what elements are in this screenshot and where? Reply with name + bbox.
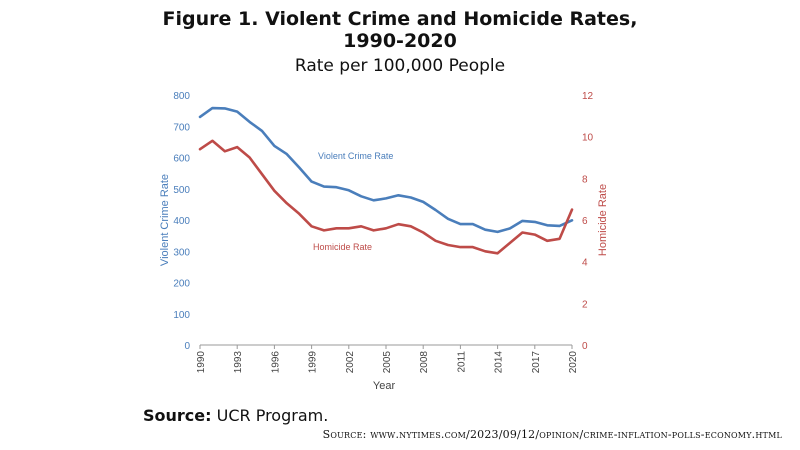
y-left-tick-label: 0 bbox=[184, 341, 190, 352]
y-left-tick-label: 500 bbox=[173, 185, 190, 196]
source-note: Source: UCR Program. bbox=[143, 406, 328, 425]
x-tick-label: 2014 bbox=[494, 351, 505, 374]
x-tick-label: 1990 bbox=[196, 351, 207, 374]
y-right-tick-label: 8 bbox=[582, 174, 588, 185]
chart-title-line-2: 1990-2020 bbox=[343, 30, 457, 52]
y-right-tick-label: 12 bbox=[582, 91, 594, 102]
y-left-tick-label: 800 bbox=[173, 91, 190, 102]
x-tick-label: 1999 bbox=[308, 351, 319, 374]
image-credit: Source: www.nytimes.com/2023/09/12/opini… bbox=[322, 428, 782, 441]
x-axis-title: Year bbox=[373, 380, 396, 392]
x-tick-label: 2005 bbox=[382, 351, 393, 374]
y-right-axis-title: Homicide Rate bbox=[597, 184, 609, 256]
y-right-tick-label: 10 bbox=[582, 133, 594, 144]
y-left-tick-label: 600 bbox=[173, 154, 190, 165]
y-left-tick-label: 100 bbox=[173, 310, 190, 321]
x-tick-label: 2020 bbox=[568, 351, 579, 374]
x-tick-label: 2008 bbox=[419, 351, 430, 374]
source-text: UCR Program. bbox=[216, 406, 329, 425]
y-left-axis-title: Violent Crime Rate bbox=[159, 174, 171, 266]
violent-crime-series-label: Violent Crime Rate bbox=[318, 151, 393, 161]
chart-title: Figure 1. Violent Crime and Homicide Rat… bbox=[0, 8, 800, 52]
chart-title-line-1: Figure 1. Violent Crime and Homicide Rat… bbox=[162, 8, 638, 30]
y-right-tick-label: 4 bbox=[582, 258, 588, 269]
source-label: Source: bbox=[143, 406, 212, 425]
x-tick-label: 2011 bbox=[456, 351, 467, 373]
y-right-tick-label: 0 bbox=[582, 341, 588, 352]
y-left-tick-label: 300 bbox=[173, 247, 190, 258]
x-tick-label: 1993 bbox=[233, 351, 244, 374]
y-right-tick-label: 6 bbox=[582, 216, 588, 227]
y-left-tick-label: 700 bbox=[173, 122, 190, 133]
line-chart: 0 100 200 300 400 500 600 700 800 0 2 4 6 8 10 12 1990 19… bbox=[159, 91, 609, 392]
violent-crime-line bbox=[198, 106, 574, 234]
homicide-series-label: Homicide Rate bbox=[313, 242, 372, 252]
homicide-line bbox=[198, 139, 574, 255]
chart-subtitle: Rate per 100,000 People bbox=[294, 56, 506, 76]
y-left-tick-label: 200 bbox=[173, 279, 190, 290]
x-tick-label: 2017 bbox=[531, 351, 542, 374]
x-tick-label: 2002 bbox=[345, 351, 356, 374]
y-right-tick-label: 2 bbox=[582, 299, 588, 310]
y-left-tick-label: 400 bbox=[173, 216, 190, 227]
x-tick-label: 1996 bbox=[270, 351, 281, 374]
